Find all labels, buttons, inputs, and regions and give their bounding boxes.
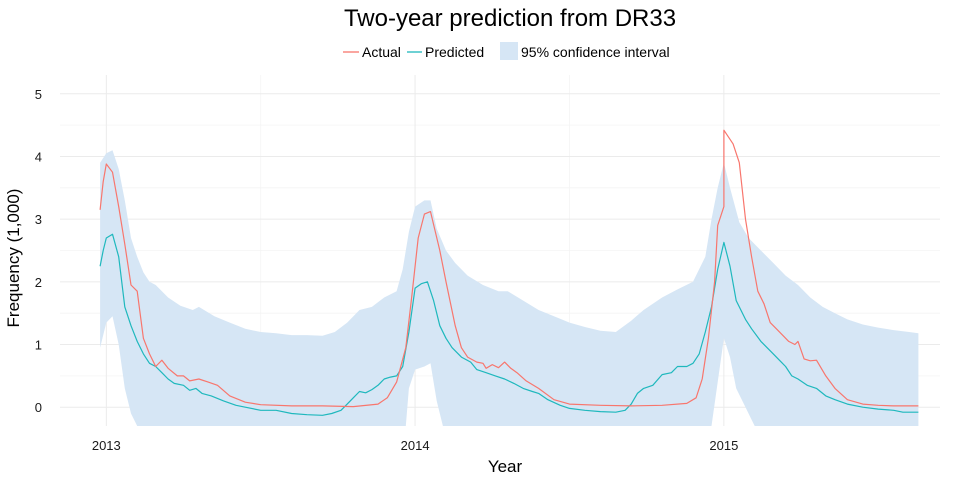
chart-title: Two-year prediction from DR33 [344,5,676,32]
x-axis-label: Year [488,457,523,476]
y-tick-label: 4 [35,149,42,164]
legend-actual-label: Actual [362,44,401,60]
legend-ci-label: 95% confidence interval [521,44,670,60]
x-tick-label: 2014 [401,438,430,453]
series-line-predicted [99,233,919,416]
x-tick-label: 2015 [709,438,738,453]
confidence-band [100,150,919,426]
legend-ci-swatch [500,42,518,60]
plot-area [99,129,919,426]
x-tick-label: 2013 [92,438,121,453]
legend-predicted-label: Predicted [425,44,484,60]
y-tick-label: 5 [35,87,42,102]
y-tick-label: 1 [35,338,42,353]
y-tick-label: 2 [35,275,42,290]
x-axis-ticks: 2013 2014 2015 [92,438,738,453]
y-tick-label: 0 [35,400,42,415]
legend: Actual Predicted 95% confidence interval [343,42,670,60]
y-tick-label: 3 [35,212,42,227]
y-axis-ticks: 0 1 2 3 4 5 [35,87,42,415]
y-axis-label: Frequency (1,000) [4,189,23,328]
series-line-actual [99,129,919,408]
